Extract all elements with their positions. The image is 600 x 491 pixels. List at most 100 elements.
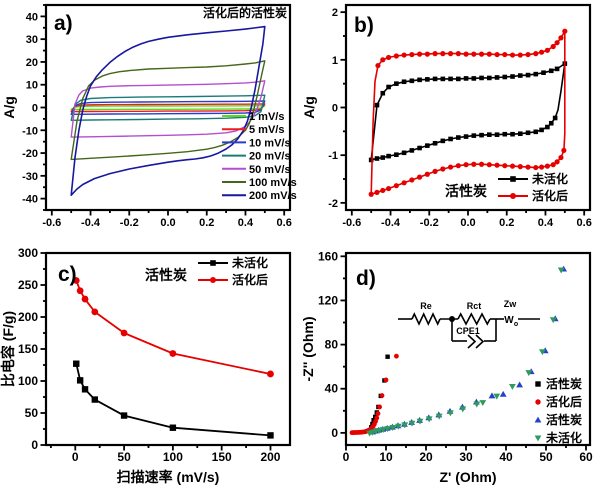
y-tick-label: 2 [332, 7, 338, 19]
series-200 mV/s [70, 25, 266, 196]
legend-label: 活化后 [546, 394, 582, 409]
series-活性炭-black [369, 354, 390, 430]
panel-c: 0 50 100 150 200 0 50 100 150 200 250 300 比电容 (F/g) 扫… [0, 245, 300, 491]
x-tick-label: 50 [539, 450, 553, 464]
series-line [70, 94, 266, 121]
legend-pretext: 活性炭 [445, 183, 487, 199]
x-tick-label: 20 [419, 450, 433, 464]
y-tick-label: 250 [18, 278, 38, 292]
panel-a: -0.6 -0.4 -0.2 0.0 0.2 0.4 0.6 -40 -30 -20 -10 0 10 2… [0, 0, 300, 245]
series-活化后 [368, 28, 568, 197]
panel-letter: b) [354, 14, 374, 37]
y-tick-label: 30 [26, 34, 38, 46]
legend-label: 活化后 [532, 188, 568, 203]
legend-label: 活性炭 [546, 412, 582, 427]
y-tick-label: 50 [25, 406, 39, 420]
circuit-label-zw: Zw [504, 299, 517, 309]
x-tick-label: 30 [459, 450, 473, 464]
x-tick-label: 150 [212, 450, 232, 464]
x-tick-label: 100 [163, 450, 183, 464]
legend-label: 1 mV/s [249, 111, 284, 123]
legend-pretext: 活性炭 [145, 267, 187, 283]
resistor-symbol [457, 312, 491, 326]
y-tick-label: 0 [331, 426, 338, 440]
series-20 mV/s [70, 94, 266, 121]
circuit-label-re: Re [420, 301, 432, 311]
y-tick-label: -10 [22, 125, 38, 137]
panel-b: -0.6 -0.4 -0.2 0.0 0.2 0.4 0.6 -2 -1 0 1 2 A/g 活性炭 未活化… [300, 0, 600, 245]
series-活化后-red [349, 353, 399, 436]
legend-label: 5 mV/s [249, 124, 284, 136]
x-tick-label: -0.2 [120, 217, 139, 229]
y-axis-title: 比电容 (F/g) [0, 311, 16, 387]
y-tick-label: -40 [22, 194, 38, 206]
resistor-symbol [411, 312, 441, 326]
y-tick-label: 150 [18, 342, 38, 356]
y-tick-label: 1 [332, 55, 338, 67]
series-活性炭-blue [368, 265, 567, 435]
y-axis-title: A/g [301, 96, 317, 119]
y-tick-label: 100 [18, 374, 38, 388]
x-tick-label: 200 [260, 450, 280, 464]
warburg-symbol: W [504, 315, 514, 326]
y-tick-label: -30 [22, 171, 38, 183]
axes-box [344, 251, 592, 447]
series-line [70, 25, 266, 196]
x-tick-label: -0.6 [342, 217, 361, 229]
panel-d: 0 10 20 30 40 50 60 0 40 80 120 160 -Z'' (Ohm) Z' (Oh… [300, 245, 600, 491]
y-tick-label: 200 [18, 310, 38, 324]
series-line [70, 60, 266, 161]
legend-label: 未活化 [545, 430, 582, 445]
y-tick-label: 0 [332, 103, 338, 115]
series-未活化 [73, 360, 274, 439]
x-tick-label: -0.2 [420, 217, 439, 229]
legend-label: 未活化 [231, 255, 268, 270]
y-tick-label: 40 [26, 11, 38, 23]
panel-letter: a) [54, 12, 73, 35]
x-tick-label: 0.0 [160, 217, 175, 229]
legend-label: 10 mV/s [249, 137, 291, 149]
series-1 mV/s [70, 105, 266, 111]
x-tick-label: 0.0 [460, 217, 475, 229]
legend-label: 200 mV/s [249, 190, 297, 202]
circuit-label-cpe: CPE1 [456, 326, 480, 336]
x-tick-label: 50 [117, 450, 131, 464]
y-tick-label: 160 [318, 249, 338, 263]
series-line [70, 105, 266, 111]
panel-letter: d) [356, 267, 376, 290]
series-10 mV/s [70, 100, 266, 115]
chart-a: -0.6 -0.4 -0.2 0.0 0.2 0.4 0.6 -40 -30 -20 -10 0 10 2… [1, 3, 297, 229]
y-tick-label: -2 [328, 198, 338, 210]
x-tick-label: 0.2 [199, 217, 214, 229]
x-tick-label: 60 [579, 450, 593, 464]
y-tick-label: 120 [318, 293, 338, 307]
y-tick-label: -1 [328, 150, 338, 162]
circuit-label-rct: Rct [467, 301, 482, 311]
y-tick-label: -20 [22, 148, 38, 160]
legend-label: 活化后 [232, 272, 268, 287]
x-tick-label: 0 [343, 450, 350, 464]
legend-label: 未活化 [531, 171, 568, 186]
chart-d: 0 10 20 30 40 50 60 0 40 80 120 160 -Z'' (Ohm) Z' (Oh… [300, 249, 593, 485]
x-tick-label: 0 [72, 450, 79, 464]
y-tick-label: 10 [26, 80, 38, 92]
y-tick-label: 300 [18, 246, 38, 260]
y-tick-label: 40 [325, 382, 339, 396]
series-活化后 [72, 277, 274, 378]
chart-c: 0 50 100 150 200 0 50 100 150 200 250 300 比电容 (F/g) 扫… [0, 246, 292, 485]
y-tick-label: 0 [31, 438, 38, 452]
x-axis-title: 扫描速率 (mV/s) [117, 469, 220, 485]
x-axis-title: Z' (Ohm) [440, 469, 497, 485]
series-line [70, 103, 266, 113]
x-tick-label: 0.6 [277, 217, 292, 229]
legend-label: 100 mV/s [249, 177, 297, 189]
x-tick-label: -0.4 [81, 217, 101, 229]
x-tick-label: -0.6 [42, 217, 61, 229]
legend-label: 50 mV/s [249, 164, 291, 176]
x-tick-label: 0.4 [538, 217, 554, 229]
